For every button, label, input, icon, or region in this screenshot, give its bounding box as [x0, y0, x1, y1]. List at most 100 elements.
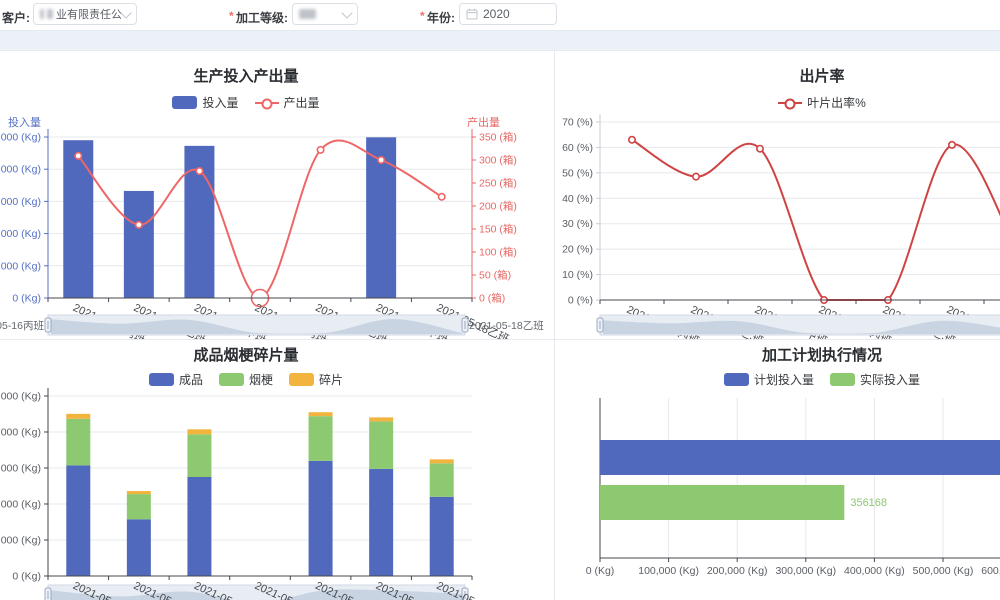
- year-date-input[interactable]: 2020: [459, 3, 557, 25]
- legend-label: 产出量: [283, 96, 320, 110]
- chart-legend: 成品 烟梗 碎片: [0, 371, 492, 388]
- axis-tick-label: 10 (%): [562, 269, 593, 281]
- data-point[interactable]: [74, 151, 83, 160]
- axis-tick-label: 80,000 (Kg): [0, 164, 41, 176]
- legend-swatch-icon: [830, 373, 855, 386]
- legend-label: 投入量: [202, 96, 239, 110]
- stacked-bar-segment[interactable]: [126, 494, 151, 520]
- h-bar[interactable]: [600, 440, 1000, 475]
- stacked-bar-segment[interactable]: [369, 417, 394, 422]
- stacked-bar-segment[interactable]: [429, 463, 454, 497]
- data-point[interactable]: [947, 140, 956, 149]
- data-point[interactable]: [377, 156, 386, 165]
- stacked-bar-segment[interactable]: [187, 434, 212, 477]
- data-point[interactable]: [134, 220, 143, 229]
- bar-value-label: 356168: [850, 497, 887, 509]
- legend-item[interactable]: 叶片出率%: [778, 94, 866, 111]
- data-point[interactable]: [437, 192, 446, 201]
- customer-select[interactable]: 业有限责任公: [33, 3, 137, 25]
- grade-select[interactable]: [292, 3, 358, 25]
- datazoom-end-label: 2021-05-18乙班: [469, 320, 544, 332]
- legend-item[interactable]: 烟梗: [218, 371, 273, 388]
- datazoom-slider[interactable]: [596, 314, 1000, 336]
- legend-swatch-icon: [218, 373, 244, 386]
- datazoom-slider[interactable]: [44, 314, 469, 336]
- legend-item[interactable]: 投入量: [172, 94, 239, 111]
- datazoom-slider[interactable]: [44, 584, 469, 600]
- stacked-bar-segment[interactable]: [66, 413, 91, 419]
- toolbar-gap: [0, 30, 1000, 50]
- stacked-bar-segment[interactable]: [187, 429, 212, 435]
- axis-tick-label: 50 (箱): [479, 269, 511, 282]
- datazoom-preview: [51, 319, 462, 334]
- stacked-bar-segment[interactable]: [126, 519, 151, 576]
- axis-tick-label: 100,000 (Kg): [0, 391, 41, 403]
- datazoom-preview: [603, 320, 1000, 334]
- chart-title: 成品烟梗碎片量: [193, 347, 299, 364]
- required-mark: *: [229, 9, 234, 23]
- stacked-bar-segment[interactable]: [308, 416, 333, 461]
- data-point[interactable]: [628, 135, 637, 144]
- data-point[interactable]: [195, 167, 204, 176]
- line-series: [631, 138, 1000, 301]
- chart-legend: 计划投入量 实际投入量: [554, 371, 1000, 388]
- chart-title: 生产投入产出量: [193, 68, 299, 85]
- axis-tick-label: 60 (%): [562, 142, 593, 154]
- legend-swatch-icon: [289, 373, 314, 386]
- axis-tick-label: 0 (%): [568, 295, 593, 307]
- redacted-text-block: [46, 9, 53, 19]
- legend-label: 叶片出率%: [807, 96, 866, 110]
- data-point[interactable]: [756, 144, 765, 153]
- axis-tick-label: 200 (箱): [479, 200, 517, 213]
- stacked-bar-segment[interactable]: [66, 465, 91, 576]
- axis-tick-label: 40,000 (Kg): [0, 499, 41, 511]
- chevron-down-icon: [120, 6, 132, 19]
- year-label: 年份:: [427, 11, 455, 25]
- axis-tick-label: 0 (箱): [479, 292, 505, 305]
- stacked-bar-segment[interactable]: [308, 460, 333, 576]
- left-axis-name: 投入量: [8, 115, 41, 129]
- chart-canvas-plan-execution[interactable]: 0 (Kg) 100,000 (Kg) 200,000 (Kg) 300,000 (K…: [554, 339, 1000, 600]
- axis-tick-label: 100,000 (Kg): [0, 132, 41, 144]
- legend-item[interactable]: 碎片: [289, 371, 343, 388]
- stacked-bar-segment[interactable]: [126, 491, 151, 495]
- legend-item[interactable]: 计划投入量: [723, 371, 814, 388]
- stacked-bar-segment[interactable]: [308, 412, 333, 417]
- filter-bar: 客户: 业有限责任公 * 加工等级: * 年份: 2020: [0, 0, 1000, 31]
- axis-tick-label: 0 (Kg): [12, 293, 41, 305]
- legend-label: 计划投入量: [753, 373, 814, 387]
- bar[interactable]: [123, 190, 154, 298]
- chart-legend: 叶片出率%: [554, 94, 1000, 111]
- axis-tick-label: 350 (箱): [479, 131, 517, 144]
- axis-tick-label: 150 (箱): [479, 223, 517, 236]
- stacked-bar-segment[interactable]: [429, 496, 454, 576]
- h-bar[interactable]: [600, 485, 845, 520]
- bar[interactable]: [63, 140, 94, 298]
- required-mark: *: [420, 9, 425, 23]
- chart-canvas-product-stem-fragment[interactable]: 0 (Kg) 20,000 (Kg) 40,000 (Kg) 60,000 (Kg) 8…: [0, 339, 554, 600]
- stacked-bar-segment[interactable]: [66, 418, 91, 466]
- axis-tick-label: 80,000 (Kg): [0, 427, 41, 439]
- chart-title: 出片率: [799, 68, 845, 85]
- data-point[interactable]: [316, 145, 325, 154]
- stacked-bar-segment[interactable]: [369, 468, 394, 576]
- stacked-bar-segment[interactable]: [429, 459, 454, 464]
- stacked-bar-segment[interactable]: [187, 477, 212, 576]
- customer-select-value: 业有限责任公: [56, 9, 122, 21]
- legend-swatch-icon: [148, 373, 174, 386]
- axis-tick-label: 500,000 (Kg): [913, 565, 974, 577]
- legend-item[interactable]: 成品: [148, 371, 203, 388]
- axis-tick-label: 100 (箱): [479, 246, 517, 259]
- axis-tick-label: 100,000 (Kg): [638, 565, 699, 577]
- legend-item[interactable]: 产出量: [254, 94, 320, 111]
- legend-swatch-icon: [172, 96, 198, 109]
- stacked-bar-segment[interactable]: [369, 421, 394, 469]
- right-axis-name: 产出量: [467, 115, 500, 129]
- data-point[interactable]: [692, 172, 701, 181]
- legend-line-marker-icon: [254, 98, 279, 109]
- panel-yield-rate: 0 (%) 10 (%) 20 (%) 30 (%) 40 (%) 50 (%) 60 (%…: [554, 50, 1000, 339]
- legend-item[interactable]: 实际投入量: [830, 371, 920, 388]
- chart-canvas-production-io[interactable]: 0 (Kg) 20,000 (Kg) 40,000 (Kg) 60,000 (Kg) 8…: [0, 50, 554, 339]
- chart-canvas-yield-rate[interactable]: 0 (%) 10 (%) 20 (%) 30 (%) 40 (%) 50 (%) 60 (%…: [554, 50, 1000, 339]
